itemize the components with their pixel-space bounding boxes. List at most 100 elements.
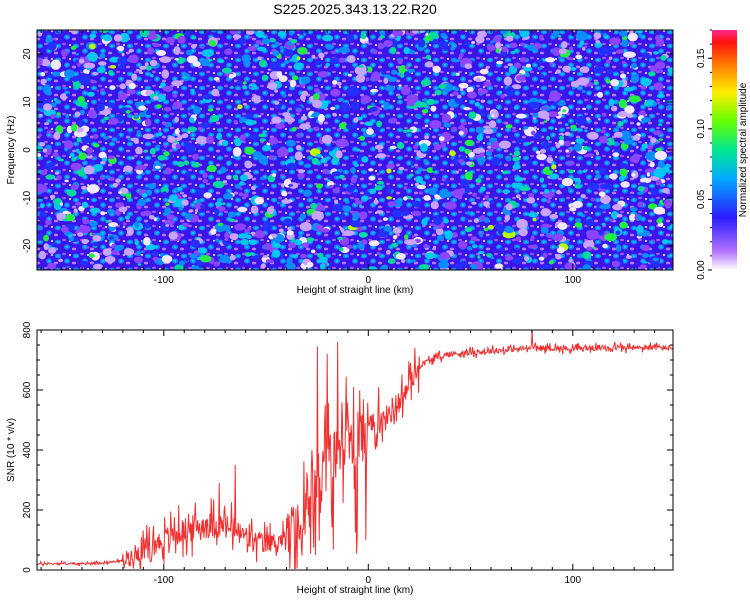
heatmap-cell [306,237,315,242]
heatmap-cell [109,85,116,90]
heatmap-cell [421,109,429,114]
heatmap-cell [274,41,280,48]
heatmap-cell [248,36,253,39]
heatmap-cell [251,185,256,191]
heatmap-cell [144,222,151,229]
snr-frame [36,329,674,571]
heatmap-cell [639,177,652,184]
heatmap-cell [387,201,397,207]
heatmap-cell [516,74,526,82]
heatmap-cell [284,89,287,93]
heatmap-cell [239,181,245,186]
heatmap-cell [177,186,183,191]
heatmap-cell [377,42,384,50]
heatmap-cell [544,188,550,194]
heatmap-cell [605,79,611,84]
heatmap-cell [627,32,638,42]
heatmap-cell [97,179,100,183]
heatmap-cell [645,99,655,106]
heatmap-cell [383,225,393,232]
snr-x-ticks: -100 0 100 [40,330,656,586]
snr-x-tick-label: 0 [366,575,372,586]
heatmap-cell [86,67,92,71]
heatmap-cell [325,43,335,50]
heatmap-cell [171,80,184,87]
heatmap-cell [564,123,569,126]
heatmap-cell [117,56,128,66]
heatmap-cell [537,110,550,119]
heatmap-y-ticks: -20 -10 0 10 20 [22,29,673,271]
heatmap-cell [454,263,463,270]
heatmap-cell [65,213,76,222]
heatmap-cell [502,170,508,175]
heatmap-cell [262,221,273,232]
heatmap-cell [448,41,456,46]
heatmap-cell [401,210,410,217]
heatmap-cell [337,236,344,241]
heatmap-cell [250,205,259,214]
heatmap-cell [166,214,175,220]
heatmap-cell [420,143,428,152]
heatmap-cell [358,231,368,238]
heatmap-cell [498,140,511,149]
heatmap-cell [536,216,540,220]
heatmap-cell [251,95,262,104]
heatmap-cell [610,79,619,87]
snr-y-tick-label: 0 [22,567,33,573]
heatmap-cell [43,163,55,171]
heatmap-cell [321,134,333,144]
heatmap-cell [165,36,175,44]
heatmap-cell [557,222,568,230]
heatmap-cell [570,67,577,71]
heatmap-cell [519,42,526,47]
heatmap-cell [629,207,638,212]
heatmap-cell [639,264,647,270]
heatmap-cell [618,99,628,109]
heatmap-cell [613,131,623,138]
heatmap-cell [604,233,617,242]
heatmap-cell [410,68,415,73]
heatmap-cell [234,184,240,189]
heatmap-cell [480,99,485,103]
heatmap-cell [368,168,374,172]
heatmap-cell [430,201,439,210]
heatmap-cell [152,256,159,261]
heatmap-cell [618,30,628,37]
heatmap-cell [83,62,96,69]
heatmap-cell [321,34,334,42]
heatmap-cell [300,115,308,121]
heatmap-cell [518,256,524,260]
heatmap-cell [469,264,478,270]
heatmap-cell [561,41,568,49]
heatmap-cell [86,52,98,62]
heatmap-cell [652,262,660,269]
heatmap-cell [269,38,276,43]
heatmap-cell [285,139,296,147]
heatmap-cell [612,152,620,157]
heatmap-cell [330,88,341,97]
heatmap-cell [299,213,307,220]
heatmap-cell [423,243,429,249]
heatmap-cell [539,34,544,41]
heatmap-cell [257,115,262,118]
heatmap-cell [272,173,277,178]
heatmap-cell [314,60,322,66]
heatmap-cell [512,258,522,264]
heatmap-cell [379,32,386,37]
heatmap-cell [75,59,79,64]
heatmap-cell [502,189,511,194]
heatmap-cell [260,96,264,101]
heatmap-cell [370,88,379,93]
heatmap-cell [628,95,641,103]
heatmap-cell [317,71,329,78]
heatmap-cell [128,48,135,53]
heatmap-cell [389,117,397,124]
heatmap-cell [283,60,290,64]
heatmap-cell [392,30,404,37]
heatmap-cell [569,207,577,212]
heatmap-cell [319,256,328,264]
heatmap-cell [499,246,505,252]
colorbar-ticks: 0.00 0.05 0.10 0.15 [696,29,712,280]
heatmap-cell [296,56,301,60]
heatmap-cell [417,215,422,220]
